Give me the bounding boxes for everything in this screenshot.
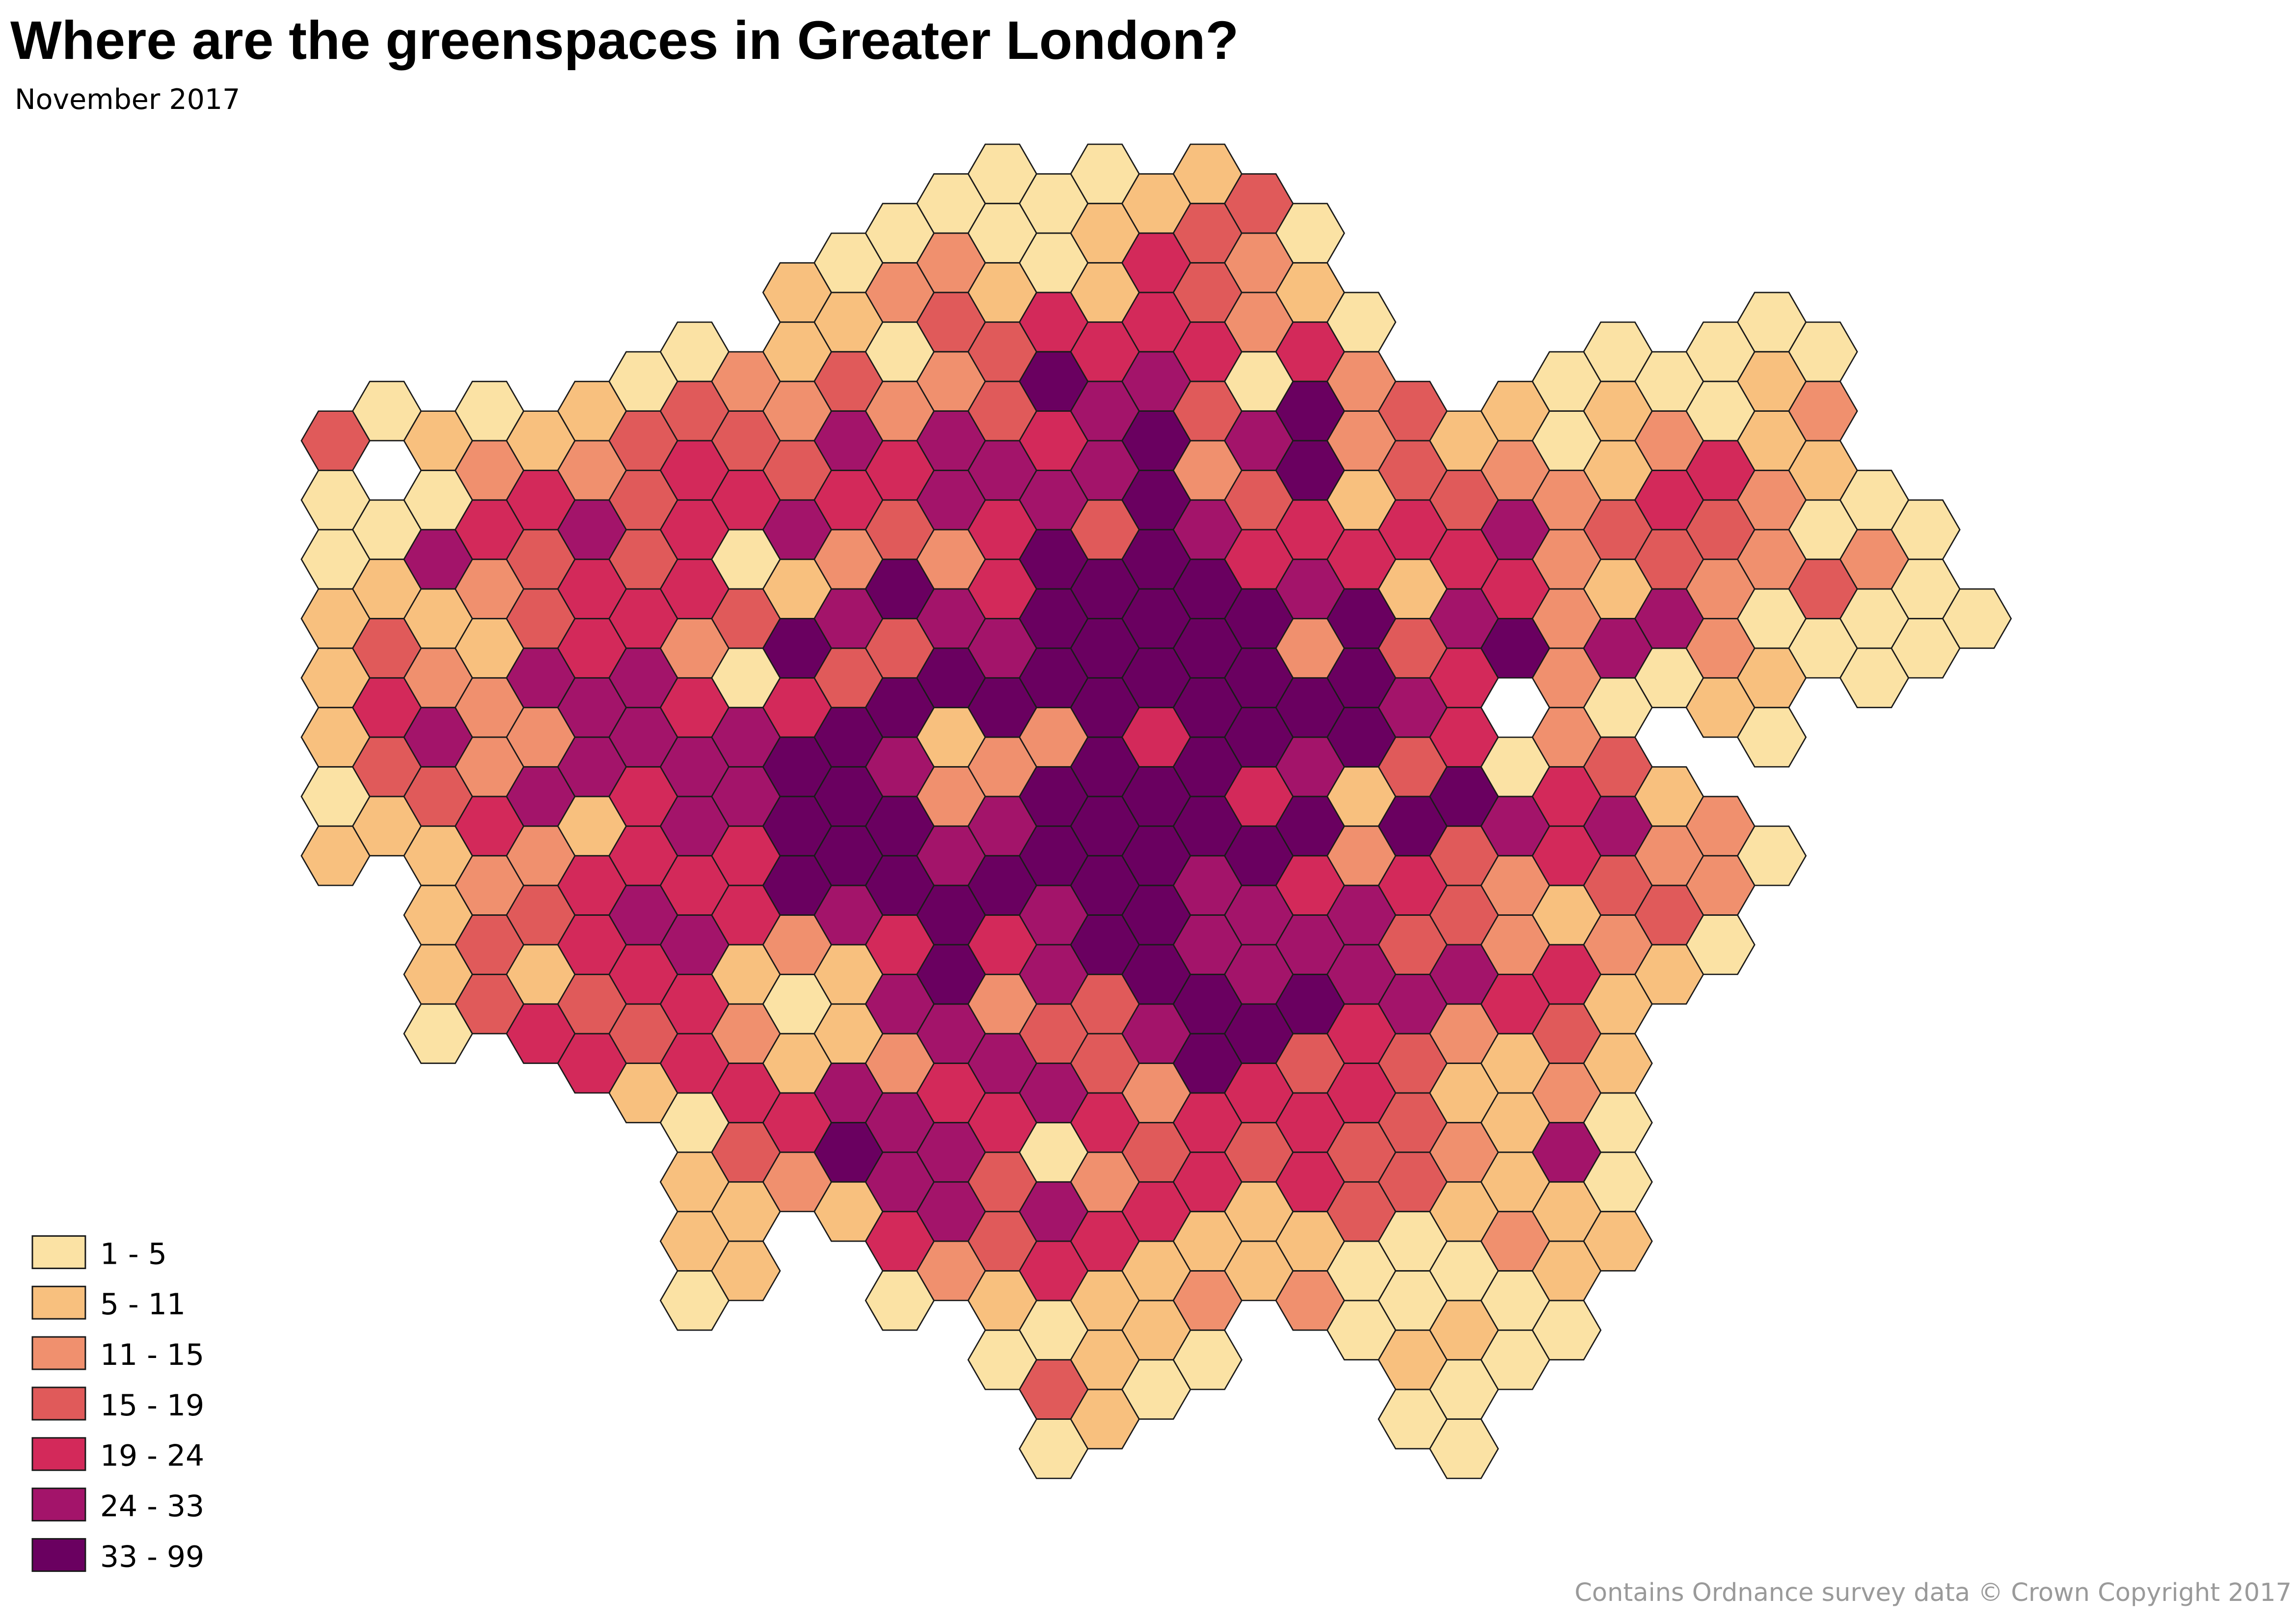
hex [1429,1418,1499,1479]
legend-label: 5 - 11 [100,1287,186,1322]
legend-swatch [31,1285,86,1320]
legend-swatch [31,1336,86,1370]
legend-label: 33 - 99 [100,1540,204,1574]
hex [1583,1211,1653,1272]
title: Where are the greenspaces in Greater Lon… [10,10,1239,71]
legend-label: 24 - 33 [100,1490,204,1524]
legend-label: 19 - 24 [100,1439,204,1473]
hex [1736,707,1807,768]
hex [1685,914,1756,975]
legend-label: 11 - 15 [100,1338,204,1372]
hex [711,1240,781,1302]
hex [1172,1330,1243,1390]
legend-label: 1 - 5 [100,1237,167,1271]
legend-swatch [31,1386,86,1421]
credit: Contains Ordnance survey data © Crown Co… [1574,1578,2292,1607]
legend-swatch [31,1488,86,1522]
hex [1942,588,2012,649]
hex [1736,825,1807,886]
hex [1531,1300,1602,1360]
hex-grid [300,143,2012,1479]
subtitle: November 2017 [15,83,240,116]
legend: 1 - 5 5 - 11 11 - 15 15 - 19 19 - 24 24 - 33 3… [31,1235,204,1574]
legend-swatch [31,1437,86,1471]
legend-swatch [31,1235,86,1269]
legend-label: 15 - 19 [100,1388,204,1423]
legend-swatch [31,1538,86,1572]
